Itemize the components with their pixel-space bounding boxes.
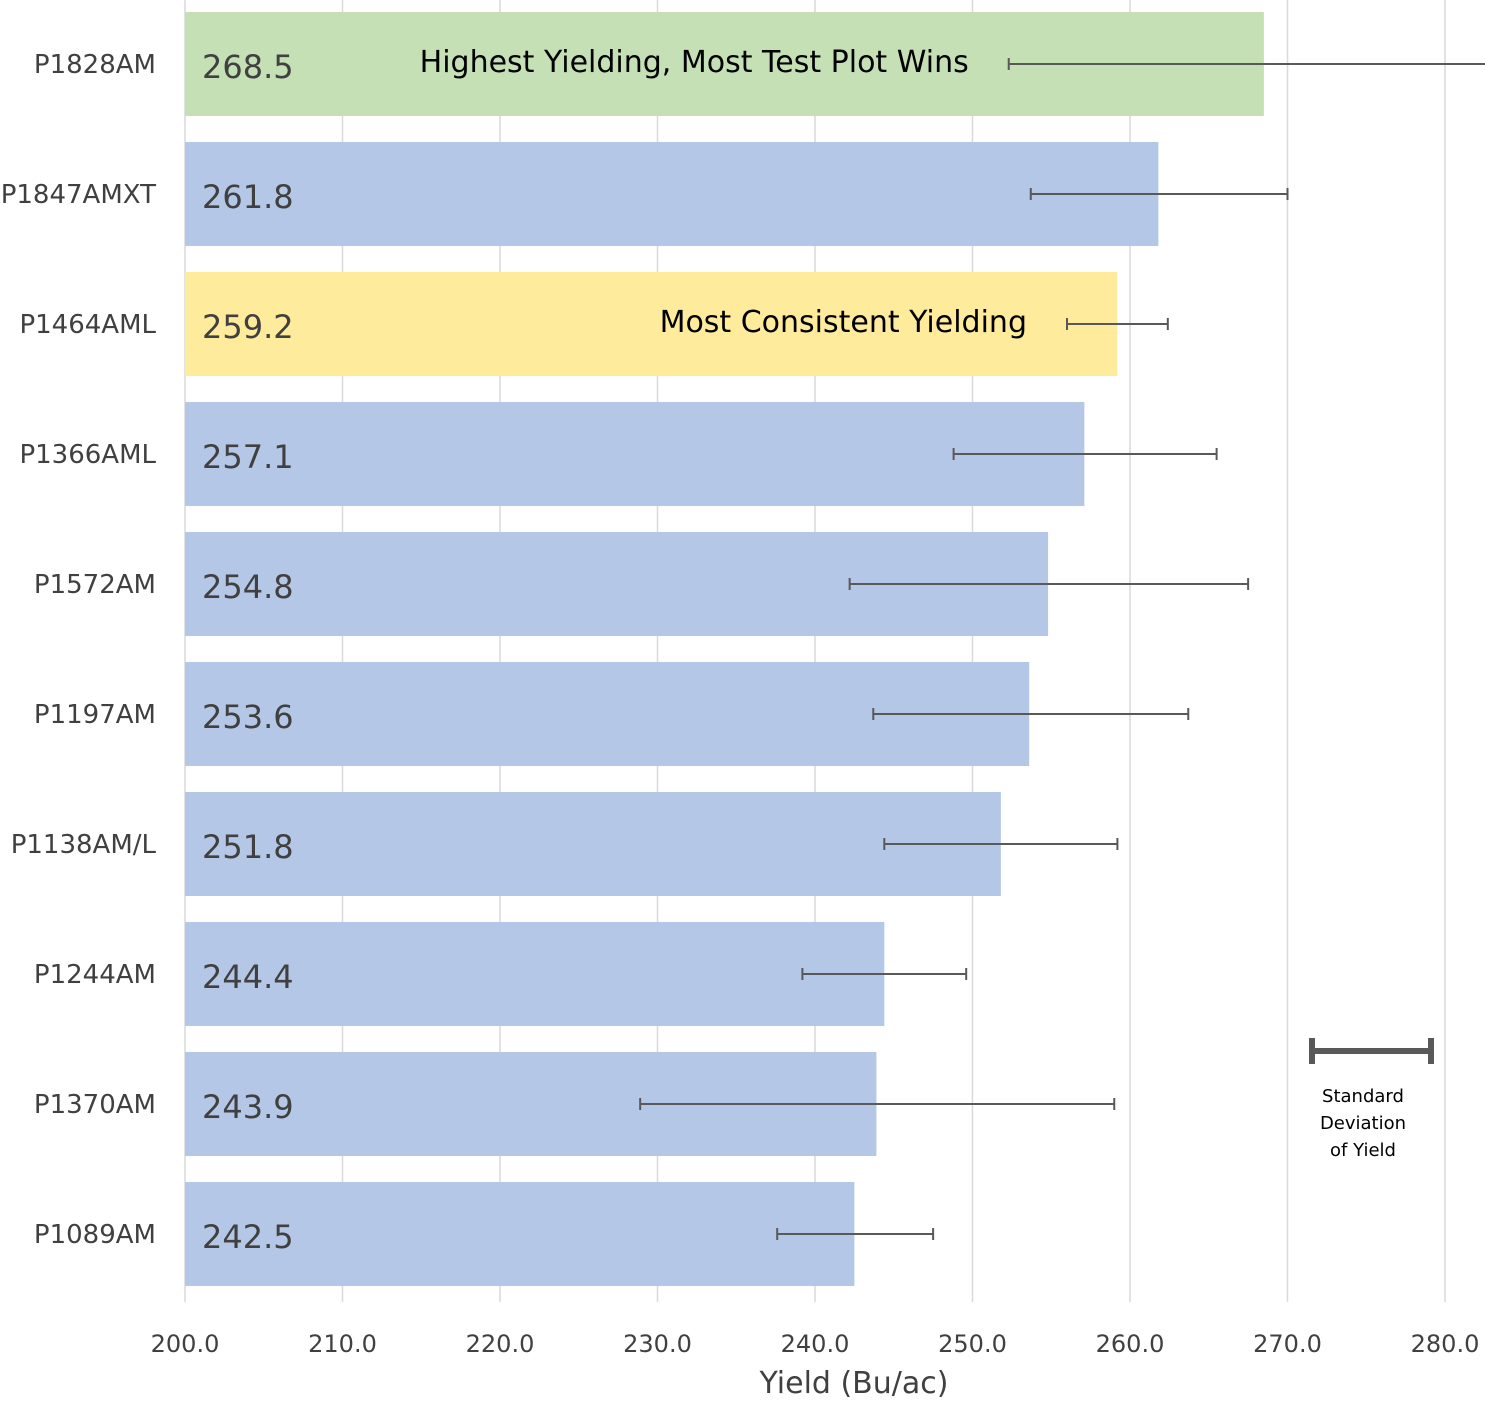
- bar: [185, 142, 1159, 246]
- x-tick-label: 250.0: [938, 1330, 1007, 1358]
- bar: [185, 272, 1118, 376]
- legend-line-3: of Yield: [1330, 1140, 1396, 1161]
- category-label: P1572AM: [34, 570, 156, 600]
- category-label: P1828AM: [34, 50, 156, 80]
- legend-line-2: Deviation: [1320, 1113, 1406, 1134]
- category-label: P1138AM/L: [11, 830, 157, 860]
- x-tick-label: 260.0: [1096, 1330, 1165, 1358]
- category-label: P1370AM: [34, 1090, 156, 1120]
- labels: 200.0 210.0 220.0 230.0 240.0 250.0 260.0 270.0…: [1, 45, 1480, 1358]
- bar-annotation: Highest Yielding, Most Test Plot Wins: [420, 45, 969, 80]
- bar-value-label: 257.1: [202, 438, 294, 476]
- category-label: P1197AM: [34, 700, 156, 730]
- bar-value-label: 242.5: [202, 1218, 294, 1256]
- bar: [185, 922, 885, 1026]
- legend: Standard Deviation of Yield: [1309, 1038, 1434, 1161]
- bar-value-label: 259.2: [202, 308, 294, 346]
- x-axis-title: Yield (Bu/ac): [759, 1366, 949, 1401]
- bar: [185, 1182, 855, 1286]
- x-tick-label: 220.0: [466, 1330, 535, 1358]
- category-label: P1464AML: [19, 310, 156, 340]
- x-tick-label: 200.0: [151, 1330, 220, 1358]
- error-bars: [639, 58, 1485, 1240]
- bar-value-label: 251.8: [202, 828, 294, 866]
- category-label: P1089AM: [34, 1220, 156, 1250]
- x-tick-label: 240.0: [781, 1330, 850, 1358]
- bar-value-label: 244.4: [202, 958, 294, 996]
- bar-value-label: 254.8: [202, 568, 294, 606]
- bar-annotation: Most Consistent Yielding: [660, 305, 1027, 340]
- bar: [185, 402, 1085, 506]
- bars: [185, 12, 1264, 1286]
- bar: [185, 792, 1001, 896]
- category-label: P1366AML: [19, 440, 156, 470]
- x-tick-label: 210.0: [308, 1330, 377, 1358]
- x-tick-label: 270.0: [1253, 1330, 1322, 1358]
- legend-line-1: Standard: [1322, 1086, 1404, 1107]
- x-tick-label: 230.0: [623, 1330, 692, 1358]
- x-tick-label: 280.0: [1411, 1330, 1480, 1358]
- bar-value-label: 261.8: [202, 178, 294, 216]
- category-label: P1847AMXT: [1, 180, 156, 210]
- bar-value-label: 253.6: [202, 698, 294, 736]
- bar-value-label: 243.9: [202, 1088, 294, 1126]
- category-label: P1244AM: [34, 960, 156, 990]
- bar-value-label: 268.5: [202, 48, 294, 86]
